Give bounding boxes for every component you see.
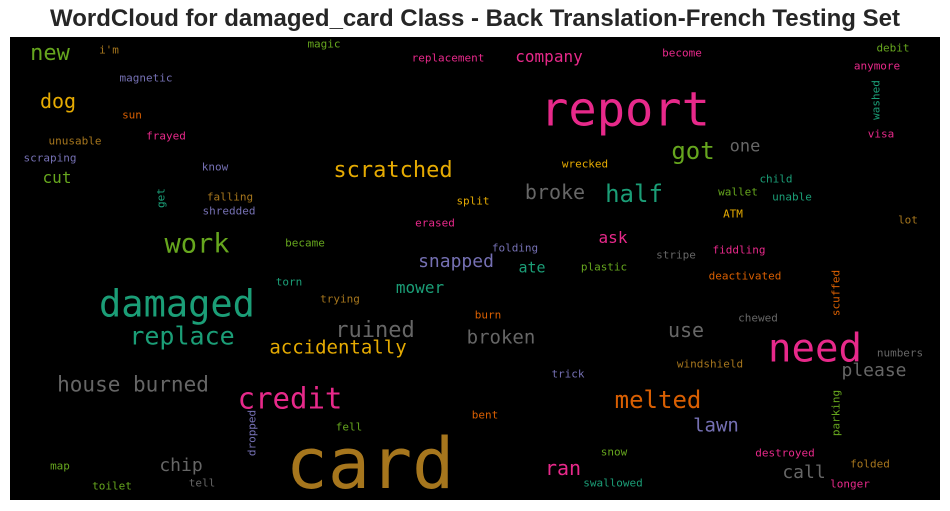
word-damaged: damaged (99, 282, 255, 326)
word-plastic: plastic (580, 260, 628, 274)
word-ran: ran (544, 456, 582, 480)
word-i-m: i'm (99, 43, 119, 57)
word-windshield: windshield (676, 357, 744, 371)
word-got: got (671, 137, 715, 165)
word-washed: washed (869, 80, 883, 120)
word-debit: debit (876, 41, 910, 55)
word-use: use (667, 318, 705, 342)
word-ask: ask (598, 228, 628, 247)
word-report: report (540, 82, 710, 138)
word-become: become (662, 46, 702, 60)
word-dog: dog (39, 89, 77, 113)
word-deactivated: deactivated (708, 269, 782, 283)
word-one: one (729, 136, 761, 157)
word-ruined: ruined (335, 318, 415, 343)
chart-title: WordCloud for damaged_card Class - Back … (50, 5, 900, 32)
word-frayed: frayed (146, 129, 186, 143)
word-broken: broken (466, 326, 536, 349)
word-falling: falling (206, 190, 254, 204)
word-please: please (841, 360, 907, 381)
word-shredded: shredded (202, 204, 256, 218)
word-trick: trick (551, 367, 585, 381)
word-know: know (201, 160, 229, 174)
word-broke: broke (524, 180, 586, 204)
word-work: work (164, 228, 230, 260)
word-trying: trying (320, 292, 360, 306)
word-became: became (285, 236, 325, 250)
word-chewed: chewed (738, 311, 778, 325)
word-credit: credit (237, 381, 343, 416)
word-magic: magic (307, 37, 341, 51)
word-need: need (768, 326, 862, 372)
word-magnetic: magnetic (119, 71, 173, 85)
word-burn: burn (474, 308, 502, 322)
word-unable: unable (772, 190, 812, 204)
word-unusable: unusable (48, 134, 102, 148)
word-melted: melted (614, 386, 702, 414)
word-stripe: stripe (656, 248, 696, 262)
word-snow: snow (600, 445, 628, 459)
word-folding: folding (491, 241, 539, 255)
word-house-burned: house burned (57, 372, 209, 397)
word-toilet: toilet (92, 479, 132, 493)
word-replace: replace (129, 321, 235, 351)
word-mower: mower (395, 278, 445, 297)
word-lawn: lawn (693, 414, 739, 437)
word-bent: bent (471, 408, 499, 422)
word-torn: torn (275, 275, 303, 289)
word-call: call (782, 462, 826, 483)
word-swallowed: swallowed (583, 476, 643, 490)
word-numbers: numbers (876, 346, 924, 360)
word-ate: ate (518, 258, 546, 277)
word-anymore: anymore (853, 59, 901, 73)
word-replacement: replacement (411, 51, 485, 65)
wordcloud-canvas: card report need damaged credit work replace me… (10, 37, 940, 500)
word-destroyed: destroyed (755, 446, 815, 460)
word-new: new (30, 41, 70, 66)
word-map: map (50, 459, 70, 473)
word-get: get (154, 188, 168, 208)
word-erased: erased (415, 216, 455, 230)
word-folded: folded (850, 457, 890, 471)
word-company: company (515, 47, 583, 66)
word-chip: chip (159, 455, 203, 476)
word-accidentally: accidentally (269, 336, 407, 359)
word-visa: visa (867, 127, 895, 141)
word-wallet: wallet (718, 185, 758, 199)
word-parking: parking (829, 389, 843, 437)
word-scratched: scratched (333, 158, 453, 183)
word-scuffed: scuffed (829, 269, 843, 317)
word-cut: cut (42, 168, 72, 187)
word-dropped: dropped (245, 409, 259, 457)
word-longer: longer (830, 477, 870, 491)
word-lot: lot (898, 213, 918, 227)
word-split: split (456, 194, 490, 208)
word-child: child (759, 172, 793, 186)
word-fiddling: fiddling (712, 243, 766, 257)
word-tell: tell (188, 476, 216, 490)
word-card: card (285, 423, 455, 500)
word-scraping: scraping (23, 151, 77, 165)
word-atm: ATM (723, 207, 743, 221)
word-fell: fell (335, 420, 363, 434)
word-snapped: snapped (418, 251, 494, 272)
word-wrecked: wrecked (561, 157, 609, 171)
word-sun: sun (122, 108, 142, 122)
word-half: half (605, 180, 663, 208)
